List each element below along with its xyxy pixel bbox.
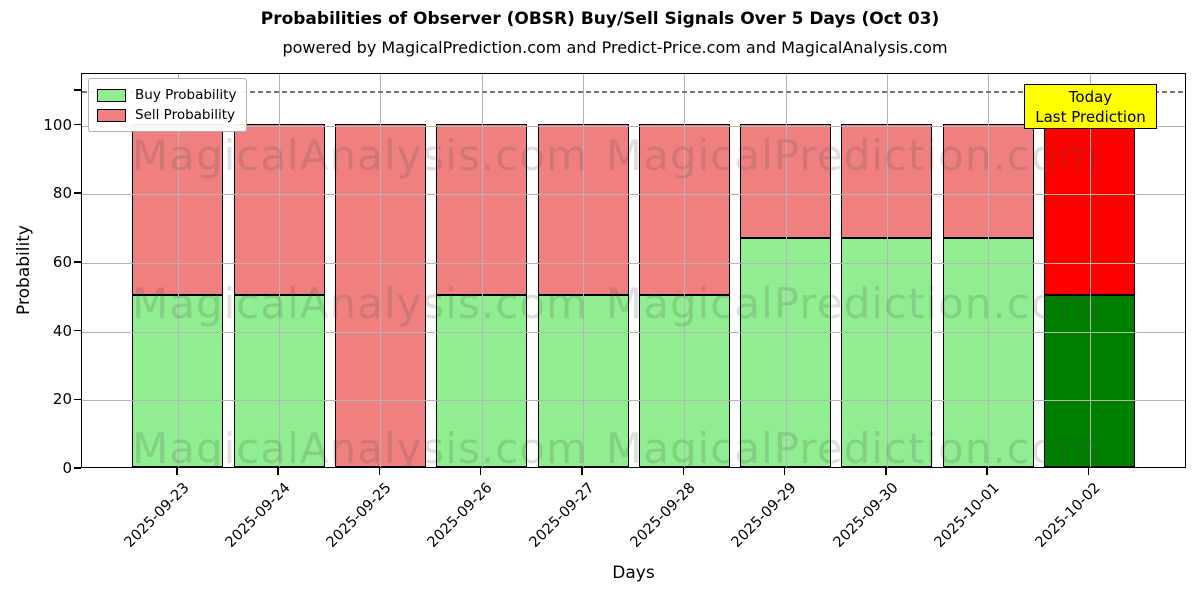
x-tick-label: 2025-09-29 <box>728 480 800 551</box>
x-tick-mark <box>277 468 279 475</box>
y-tick-mark <box>74 329 81 332</box>
x-tick-mark <box>479 468 482 475</box>
y-tick-label: 100 <box>43 115 72 134</box>
gridline-vertical <box>481 74 483 467</box>
x-tick-label: 2025-09-27 <box>526 480 598 551</box>
chart-title: Probabilities of Observer (OBSR) Buy/Sel… <box>260 9 940 29</box>
today-annotation: Today Last Prediction <box>1024 84 1157 129</box>
x-tick-label: 2025-10-01 <box>931 480 1003 551</box>
gridline-horizontal <box>82 400 1185 402</box>
y-tick-mark <box>74 467 81 469</box>
x-tick-label: 2025-09-23 <box>121 480 193 551</box>
y-tick-label: 60 <box>52 252 72 271</box>
y-tick-mark <box>74 123 81 126</box>
y-tick-mark <box>74 192 81 194</box>
y-tick-label: 20 <box>52 390 72 409</box>
watermark-text: MagicalPrediction.com <box>606 424 1100 468</box>
y-tick-label: 0 <box>62 459 72 477</box>
gridline-vertical <box>279 74 281 467</box>
x-axis-label: Days <box>612 563 655 583</box>
x-tick-mark <box>783 468 786 475</box>
legend-item: Buy Probability <box>97 85 236 105</box>
watermark-text: MagicalAnalysis.com <box>132 131 588 180</box>
gridline-vertical <box>684 74 686 467</box>
gridline-vertical <box>988 74 990 467</box>
x-tick-mark <box>1087 468 1090 475</box>
threshold-dashed-line <box>82 91 1185 93</box>
gridline-horizontal <box>82 194 1185 196</box>
x-tick-mark <box>986 468 988 475</box>
y-tick-mark <box>74 398 81 401</box>
y-tick-mark <box>74 261 81 263</box>
y-tick-label: 80 <box>52 184 72 203</box>
x-tick-mark <box>581 468 583 475</box>
watermark-text: MagicalPrediction.com <box>606 279 1100 328</box>
gridline-horizontal <box>82 125 1185 127</box>
x-tick-label: 2025-09-28 <box>627 480 699 551</box>
x-tick-mark <box>176 468 178 475</box>
watermark-text: MagicalAnalysis.com <box>132 424 588 468</box>
gridline-vertical <box>1089 74 1091 467</box>
today-annotation-line2: Last Prediction <box>1035 107 1146 126</box>
legend-swatch <box>97 108 126 122</box>
gridline-horizontal <box>82 262 1185 264</box>
gridline-vertical <box>785 74 787 467</box>
x-tick-mark <box>885 468 887 475</box>
gridline-vertical <box>583 74 584 467</box>
watermark-text: MagicalAnalysis.com <box>132 279 588 328</box>
x-tick-mark <box>378 468 381 475</box>
legend: Buy Probability Sell Probability <box>88 78 248 132</box>
watermark-text: MagicalPrediction.com <box>606 131 1100 180</box>
x-tick-label: 2025-09-30 <box>830 480 902 551</box>
y-tick-mark <box>74 89 81 91</box>
x-tick-label: 2025-09-26 <box>425 480 497 551</box>
today-annotation-line1: Today <box>1068 87 1113 106</box>
gridline-horizontal <box>82 331 1185 333</box>
legend-item: Sell Probability <box>97 105 236 125</box>
plot-area: MagicalAnalysis.com MagicalPrediction.com… <box>81 73 1186 468</box>
x-tick-label: 2025-10-02 <box>1032 480 1104 551</box>
gridline-vertical <box>177 74 179 467</box>
x-tick-label: 2025-09-24 <box>222 480 294 551</box>
gridline-vertical <box>886 74 888 467</box>
gridline-vertical <box>380 74 382 467</box>
x-tick-mark <box>682 468 685 475</box>
legend-swatch <box>97 88 126 102</box>
chart-subtitle: powered by MagicalPrediction.com and Pre… <box>282 38 948 57</box>
legend-label: Sell Probability <box>135 107 236 123</box>
x-tick-label: 2025-09-25 <box>323 480 395 551</box>
legend-label: Buy Probability <box>135 87 237 103</box>
y-tick-label: 40 <box>52 321 72 340</box>
